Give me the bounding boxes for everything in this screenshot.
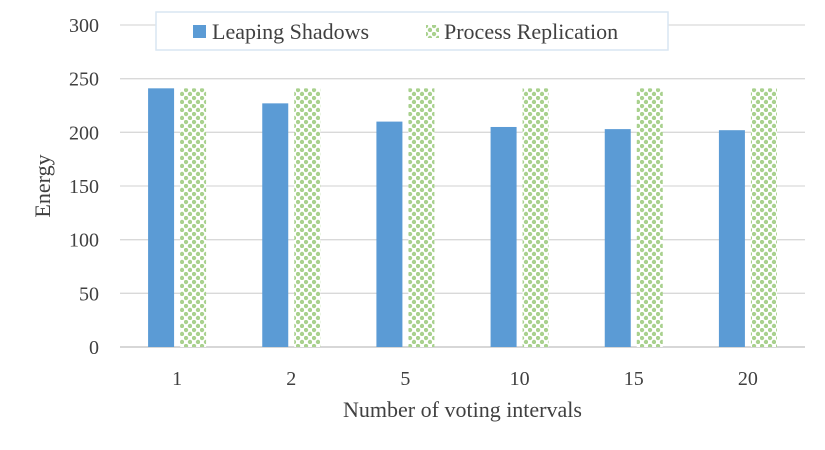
- y-tick-label: 100: [69, 230, 99, 252]
- x-axis-title: Number of voting intervals: [343, 397, 582, 422]
- legend-box: [155, 11, 669, 51]
- x-tick-label: 5: [400, 368, 410, 390]
- bar-process-replication-1: [180, 88, 207, 348]
- bar-leaping-shadows-1: [148, 88, 175, 348]
- x-tick-label: 1: [172, 368, 182, 390]
- bar-leaping-shadows-20: [718, 130, 745, 347]
- legend-swatch-leaping-shadows: [193, 25, 206, 38]
- y-tick-label: 150: [69, 176, 99, 198]
- x-tick-label: 20: [738, 368, 758, 390]
- x-tick-label: 2: [286, 368, 296, 390]
- y-tick-label: 300: [69, 15, 99, 37]
- y-tick-label: 200: [69, 122, 99, 144]
- legend-swatch-process-replication: [426, 25, 439, 38]
- bar-process-replication-2: [294, 88, 321, 348]
- gridlines: [120, 24, 805, 348]
- legend-label-leaping-shadows: Leaping Shadows: [212, 19, 369, 44]
- x-tick-label: 10: [510, 368, 530, 390]
- bar-leaping-shadows-5: [376, 121, 403, 347]
- x-tick-label: 15: [624, 368, 644, 390]
- y-tick-label: 0: [89, 337, 99, 359]
- bar-leaping-shadows-10: [490, 126, 517, 347]
- tick-labels: 0 50 100 150 200 250 300 1 2 5 10 15 20: [69, 15, 758, 390]
- bars: [148, 88, 777, 348]
- y-axis-title: Energy: [30, 154, 55, 217]
- bar-process-replication-20: [750, 88, 777, 348]
- legend: Leaping Shadows Process Replication: [155, 11, 669, 51]
- y-tick-label: 50: [79, 283, 99, 305]
- bar-process-replication-15: [636, 88, 663, 348]
- bar-leaping-shadows-15: [604, 129, 631, 347]
- bar-leaping-shadows-2: [262, 103, 289, 347]
- bar-process-replication-5: [408, 88, 435, 348]
- y-tick-label: 250: [69, 69, 99, 91]
- bar-process-replication-10: [522, 88, 549, 348]
- legend-label-process-replication: Process Replication: [444, 19, 618, 44]
